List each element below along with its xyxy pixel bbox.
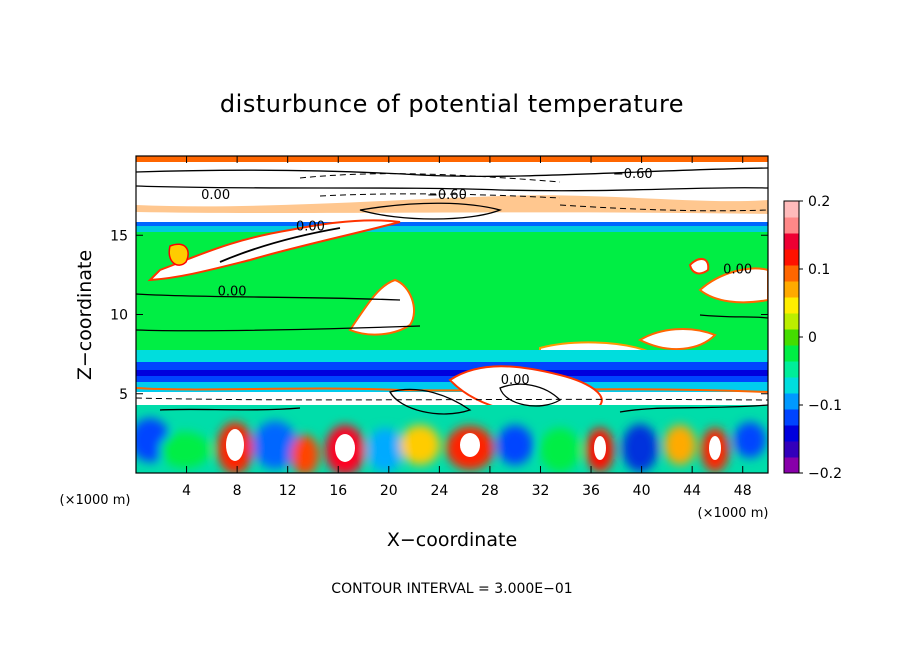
colorbar-segment xyxy=(784,393,799,410)
colorbar-segment xyxy=(784,313,799,330)
x-tick-label: 32 xyxy=(532,483,550,499)
plot-area xyxy=(136,156,768,473)
contour-labels: −0.60 0.00 −0.60 0.00 0.00 0.00 0.00 xyxy=(201,167,752,388)
colorbar-segment xyxy=(784,201,799,218)
contour-label: 0.00 xyxy=(218,284,247,299)
x-axis-title: X−coordinate xyxy=(387,529,517,551)
x-tick-label: 44 xyxy=(683,483,701,499)
x-tick-label: 20 xyxy=(380,483,398,499)
x-tick-label: 40 xyxy=(633,483,651,499)
contour-interval-label: CONTOUR INTERVAL = 3.000E−01 xyxy=(331,581,572,597)
x-tick-label: 12 xyxy=(279,483,297,499)
contour-label: 0.00 xyxy=(296,219,325,234)
colorbar-segment xyxy=(784,409,799,426)
x-tick-label: 16 xyxy=(329,483,347,499)
colorbar-segment xyxy=(784,345,799,362)
contour-lines xyxy=(136,167,768,415)
colorbar-segment xyxy=(784,281,799,298)
colorbar-segment xyxy=(784,217,799,234)
y-tick-label: 15 xyxy=(110,228,128,244)
colorbar-segment xyxy=(784,249,799,266)
colorbar-segment xyxy=(784,441,799,458)
z-unit-label: (×1000 m) xyxy=(60,493,131,508)
colorbar: 0.2 0.1 0 −0.1 −0.2 xyxy=(783,194,842,482)
contour-label: 0.00 xyxy=(501,373,530,388)
y-axis-title: Z−coordinate xyxy=(74,250,96,380)
y-axis-ticks: 5 10 15 xyxy=(110,228,768,403)
x-tick-label: 28 xyxy=(481,483,499,499)
colorbar-segment xyxy=(784,425,799,442)
colorbar-segment xyxy=(784,297,799,314)
x-tick-label: 24 xyxy=(430,483,448,499)
colorbar-segment xyxy=(784,329,799,346)
contour-label: 0.00 xyxy=(201,188,230,203)
upper-layer xyxy=(136,156,768,282)
x-axis-ticks: 4 8 12 16 20 24 28 32 36 40 44 48 xyxy=(182,156,752,499)
colorbar-tick-label: −0.1 xyxy=(808,398,842,414)
x-unit-label: (×1000 m) xyxy=(698,506,769,521)
colorbar-tick-label: −0.2 xyxy=(808,466,842,482)
dashed-contours xyxy=(136,173,768,401)
contour-label: 0.00 xyxy=(723,262,752,277)
contour-label: −0.60 xyxy=(613,167,653,182)
x-tick-label: 4 xyxy=(182,483,191,499)
colorbar-segment xyxy=(784,233,799,250)
colorbar-tick-label: 0 xyxy=(808,330,817,346)
colorbar-ticks: 0.2 0.1 0 −0.1 −0.2 xyxy=(799,194,842,482)
y-tick-label: 10 xyxy=(110,308,128,324)
colorbar-tick-label: 0.1 xyxy=(808,262,830,278)
colorbar-segment xyxy=(784,457,799,474)
y-tick-label: 5 xyxy=(119,387,128,403)
colorbar-segment xyxy=(784,265,799,282)
colorbar-segment xyxy=(784,377,799,394)
chart-title: disturbunce of potential temperature xyxy=(220,90,684,118)
colorbar-tick-label: 0.2 xyxy=(808,194,830,210)
colorbar-segment xyxy=(784,361,799,378)
x-tick-label: 8 xyxy=(233,483,242,499)
lower-turbulent-layer xyxy=(136,405,768,473)
x-tick-label: 48 xyxy=(734,483,752,499)
x-tick-label: 36 xyxy=(582,483,600,499)
contour-label: −0.60 xyxy=(427,188,467,203)
